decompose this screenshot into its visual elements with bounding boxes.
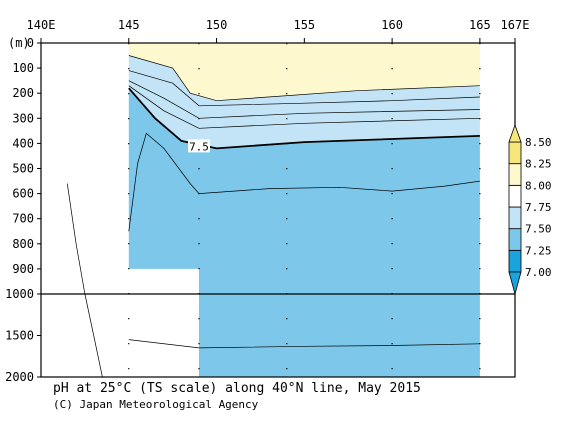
contour-label-bg: [188, 139, 210, 153]
ph-bands: [128, 43, 480, 377]
colorbar-segment-4: [508, 163, 522, 186]
x-tick-label-4: 160: [381, 18, 403, 32]
colorbar-lower-arrow: [508, 271, 522, 296]
y-tick-label-3: 300: [12, 111, 34, 125]
bottom-profile-line: [66, 183, 103, 378]
contour-label-7-5: 7.5: [189, 140, 209, 153]
y-tick-label-2: 200: [12, 86, 34, 100]
colorbar-segment-5: [508, 141, 522, 165]
colorbar: 7.00 7.25 7.50 7.75 8.00 8.25 8.50: [508, 123, 552, 296]
y-tick-label-4: 400: [12, 136, 34, 150]
colorbar-tick-label-0: 7.00: [525, 266, 552, 279]
colorbar-segment-2: [508, 206, 522, 230]
colorbar-tick-label-4: 8.00: [525, 179, 552, 192]
x-tick-label-6: 167E: [501, 18, 530, 32]
colorbar-segment-0: [508, 249, 522, 273]
colorbar-segment-3: [508, 184, 522, 208]
contour-line-0: [128, 55, 480, 102]
ph-band-0: [128, 43, 480, 101]
y-tick-label-10: 1000: [5, 287, 34, 301]
chart-credit: (C) Japan Meteorological Agency: [53, 398, 259, 411]
y-tick-label-1: 100: [12, 61, 34, 75]
colorbar-tick-label-3: 7.75: [525, 201, 552, 214]
colorbar-tick-label-2: 7.50: [525, 223, 552, 236]
contour-line-1: [128, 70, 480, 107]
y-tick-label-11: 1500: [5, 329, 34, 343]
chart-title: pH at 25°C (TS scale) along 40°N line, M…: [53, 381, 421, 396]
y-tick-label-9: 900: [12, 262, 34, 276]
y-unit-label: (m): [8, 36, 30, 50]
contour-line-3: [128, 85, 480, 129]
x-tick-label-3: 155: [293, 18, 315, 32]
x-tick-label-2: 150: [206, 18, 228, 32]
y-tick-label-5: 500: [12, 162, 34, 176]
contour-labels: 7.5: [188, 139, 210, 153]
colorbar-tick-label-1: 7.25: [525, 244, 552, 257]
colorbar-upper-arrow: [508, 123, 522, 143]
y-tick-label-0: 0: [27, 36, 34, 50]
ph-band-2: [128, 88, 480, 377]
ph-band-1: [128, 55, 480, 149]
y-tick-label-12: 2000: [5, 370, 34, 384]
colorbar-tick-label-5: 8.25: [525, 158, 552, 171]
x-tick-label-5: 165: [469, 18, 491, 32]
y-tick-label-7: 700: [12, 212, 34, 226]
contour-line-6: [128, 339, 480, 349]
x-tick-label-1: 145: [118, 18, 140, 32]
y-tick-label-8: 800: [12, 237, 34, 251]
x-tick-label-0: 140E: [27, 18, 56, 32]
y-tick-label-6: 600: [12, 187, 34, 201]
colorbar-segment-1: [508, 228, 522, 251]
axis-ticks: 140E 145 150 155 160 165 167E 0 100 200 300 400 500 6…: [5, 18, 529, 384]
colorbar-tick-label-6: 8.50: [525, 136, 552, 149]
